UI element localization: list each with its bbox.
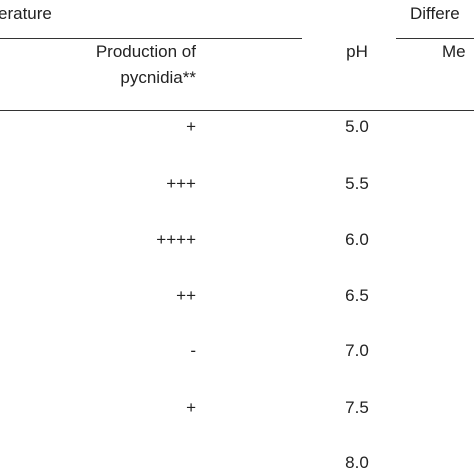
column-header: pH	[346, 42, 368, 61]
ph-cell: 7.0	[345, 341, 369, 360]
production-cell: +	[186, 117, 196, 136]
column-header: pycnidia**	[120, 68, 196, 87]
rule	[0, 110, 474, 111]
ph-cell: 6.0	[345, 230, 369, 249]
ph-cell: 8.0	[345, 453, 369, 472]
production-cell: ++++	[156, 230, 196, 249]
group-header: Differe	[410, 4, 460, 23]
production-cell: +++	[166, 174, 196, 193]
ph-cell: 5.0	[345, 117, 369, 136]
column-header: Me	[442, 42, 466, 61]
column-header: Production of	[95, 42, 196, 61]
production-cell: ++	[176, 286, 196, 305]
production-cell: +	[186, 398, 196, 417]
production-cell: -	[190, 341, 196, 360]
rule	[396, 38, 474, 39]
ph-cell: 6.5	[345, 286, 369, 305]
rule	[0, 38, 302, 39]
ph-cell: 5.5	[345, 174, 369, 193]
ph-cell: 7.5	[345, 398, 369, 417]
group-header: erature	[0, 4, 52, 23]
